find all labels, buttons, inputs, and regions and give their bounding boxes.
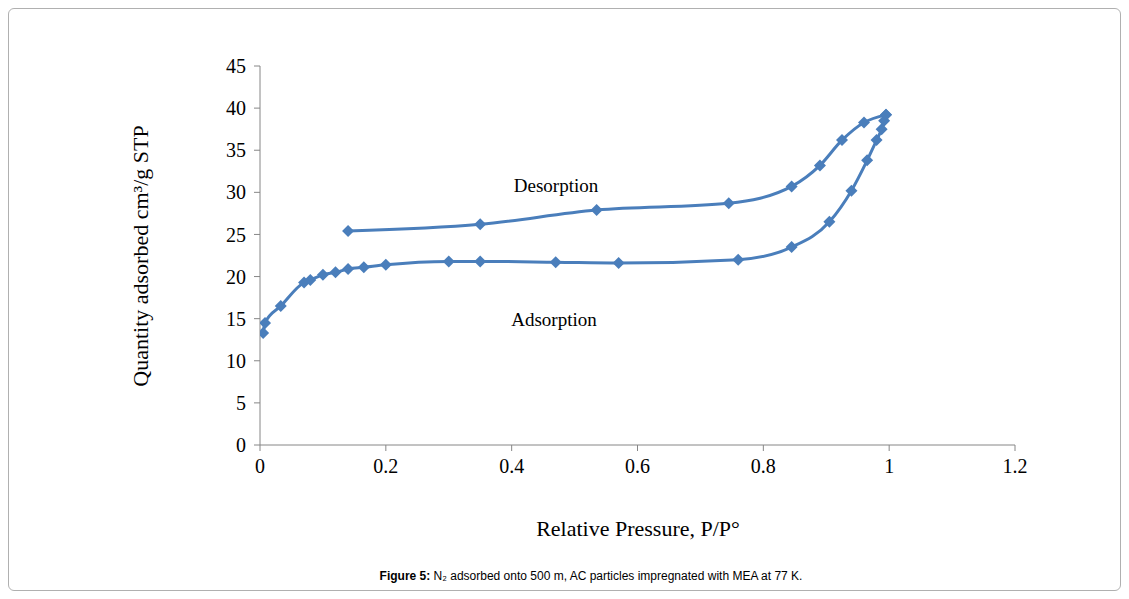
html-text:Figure 5: N₂ adsorbed onto 500: Figure 5: N₂ adsorbed onto 500 m, AC par… (379, 569, 803, 583)
svg-text:0.6: 0.6 (625, 455, 650, 477)
svg-text:0: 0 (236, 434, 246, 456)
svg-text:25: 25 (226, 224, 246, 246)
svg-text:30: 30 (226, 181, 246, 203)
svg-text:1.2: 1.2 (1003, 455, 1028, 477)
svg-text:45: 45 (226, 55, 246, 77)
svg-text:1: 1 (884, 455, 894, 477)
svg-text:10: 10 (226, 350, 246, 372)
svg-text:0.4: 0.4 (499, 455, 524, 477)
html-text:Relative Pressure, P/P°: Relative Pressure, P/P° (536, 516, 740, 541)
html-text:Adsorption: Adsorption (511, 309, 597, 330)
svg-text:15: 15 (226, 308, 246, 330)
svg-text:0: 0 (255, 455, 265, 477)
svg-text:0.8: 0.8 (751, 455, 776, 477)
svg-text:40: 40 (226, 97, 246, 119)
svg-text:5: 5 (236, 392, 246, 414)
html-text:Quantity adsorbed cm³/g STP: Quantity adsorbed cm³/g STP (128, 125, 153, 387)
html-text:Desorption: Desorption (513, 175, 599, 196)
svg-text:0.2: 0.2 (373, 455, 398, 477)
svg-text:20: 20 (226, 266, 246, 288)
svg-text:35: 35 (226, 139, 246, 161)
